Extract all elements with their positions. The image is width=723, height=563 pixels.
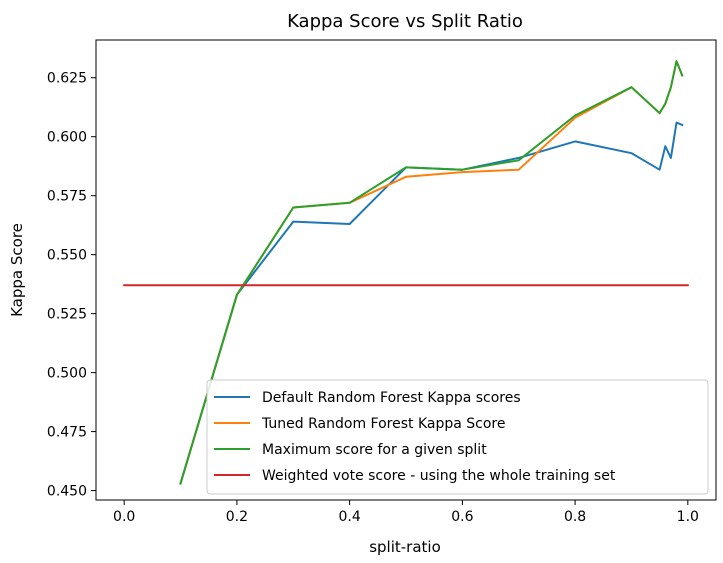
y-tick-label: 0.475 [47,425,87,441]
x-tick-label: 0.8 [564,509,586,525]
y-tick-label: 0.525 [47,307,87,323]
x-tick-label: 0.6 [451,509,473,525]
legend: Default Random Forest Kappa scores Tuned … [206,379,709,495]
x-tick-label: 1.0 [677,509,699,525]
y-tick-label: 0.500 [47,366,87,382]
x-axis-label: split-ratio [369,538,441,556]
y-tick-label: 0.450 [47,484,87,500]
legend-label-4: Weighted vote score - using the whole tr… [262,468,616,484]
legend-label-3: Maximum score for a given split [262,442,487,458]
legend-box [206,379,709,495]
x-tick-label: 0.2 [226,509,248,525]
y-axis-label: Kappa Score [8,223,26,317]
x-tick-label: 0.4 [339,509,361,525]
chart-title: Kappa Score vs Split Ratio [287,11,523,32]
plot-lines [123,60,689,485]
x-axis-ticks: 0.0 0.2 0.4 0.6 0.8 1.0 [113,500,699,525]
plot-frame [95,39,717,501]
y-tick-label: 0.600 [47,130,87,146]
legend-label-1: Default Random Forest Kappa scores [262,390,521,406]
series-line-1 [179,121,684,485]
y-axis-ticks: 0.450 0.475 0.500 0.525 0.550 0.575 0.600 0.625 [47,71,96,500]
series-line-3 [179,60,684,485]
y-tick-label: 0.550 [47,248,87,264]
legend-label-2: Tuned Random Forest Kappa Score [261,416,505,432]
y-tick-label: 0.625 [47,71,87,87]
x-tick-label: 0.0 [113,509,135,525]
y-tick-label: 0.575 [47,189,87,205]
